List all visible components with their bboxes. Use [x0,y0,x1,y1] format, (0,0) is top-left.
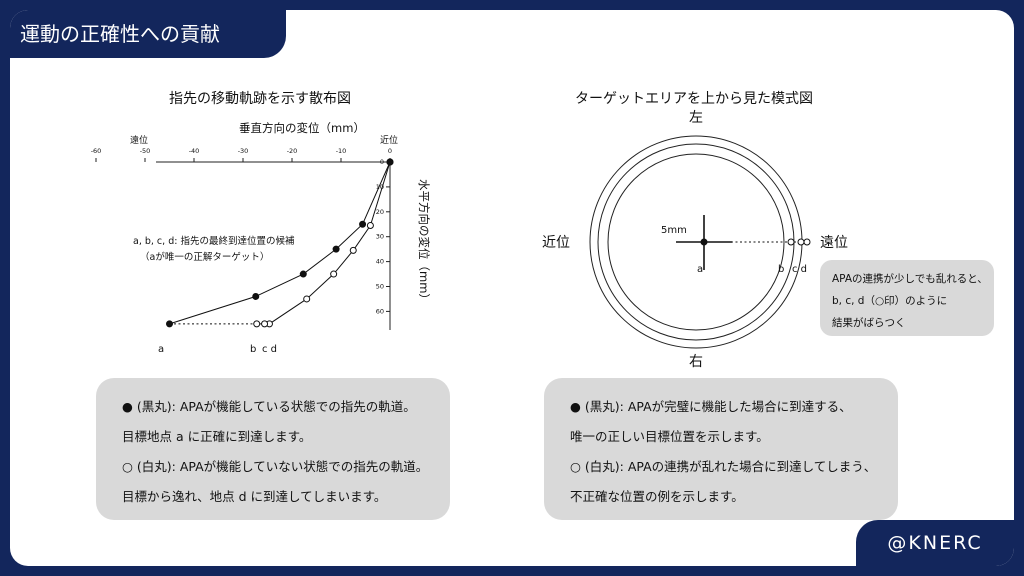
y-tick-label: 10 [376,183,384,191]
note-line: ● (黒丸): APAが機能している状態での指先の軌道。 [122,399,416,414]
direction-distal-label: 遠位 [820,235,848,251]
y-axis-title: 水平方向の変位（mm） [417,179,431,305]
open-point [253,320,261,328]
x-tick-label: -50 [140,147,151,155]
note-line: 目標地点 a に正確に到達します。 [122,429,312,444]
right-notes-box: ● (黒丸): APAが完璧に機能した場合に到達する、 唯一の正しい目標位置を示… [544,378,898,520]
deviation-cd-label: c d [792,264,807,275]
left-notes-box: ● (黒丸): APAが機能している状態での指先の軌道。 目標地点 a に正確に… [96,378,450,520]
y-tick-label: 50 [376,283,384,291]
brand-label: @KNERC [856,520,1014,566]
callout-line: b, c, d（○印）のように [832,295,948,307]
target-diagram-heading: ターゲットエリアを上から見た模式図 [575,91,813,107]
x-tick-label: 0 [388,147,392,155]
direction-left-label: 左 [689,110,703,126]
callout-bubble: APAの連携が少しでも乱れると、 b, c, d（○印）のように 結果がばらつく [820,260,994,336]
point-cd-label: c d [262,344,277,355]
filled-point [252,292,260,300]
deviation-b-label: b [778,264,784,275]
x-end-proximal-label: 近位 [380,134,398,146]
x-tick-label: -30 [238,147,249,155]
legend-line-1: a, b, c, d: 指先の最終到達位置の候補 [133,235,295,247]
note-line: 不正確な位置の例を示します。 [570,489,744,504]
y-tick-label: 30 [376,233,384,241]
note-line: ○ (白丸): APAの連携が乱れた場合に到達してしまう、 [570,459,877,474]
y-tick-label: 0 [380,158,384,166]
scale-label: 5mm [661,225,687,236]
note-line: ● (黒丸): APAが完璧に機能した場合に到達する、 [570,399,852,414]
x-tick-label: -20 [287,147,298,155]
target-a-label: a [697,264,703,275]
deviation-point-d [803,238,811,246]
y-tick-label: 60 [376,307,384,315]
y-tick-label: 40 [376,258,384,266]
note-line: 唯一の正しい目標位置を示します。 [570,429,769,444]
filled-point [166,320,173,328]
direction-proximal-label: 近位 [542,235,570,251]
open-point [303,295,311,303]
scatter-chart: -60 -50 -40 -30 -20 -10 0 0 10 20 30 40 50 60 垂直方向の変… [91,110,848,370]
x-tick-label: -40 [189,147,200,155]
slide: 運動の正確性への貢献 指先の移動軌跡を示す散布図 -60 -50 -40 -30 -20… [10,10,1014,566]
point-b-label: b [250,344,256,355]
deviation-point-b [787,238,795,246]
point-a-label: a [158,344,164,355]
x-tick-label: -60 [91,147,102,155]
target-point-a [700,238,708,246]
filled-point [299,270,307,278]
filled-point [386,158,394,166]
direction-right-label: 右 [689,354,703,370]
deviation-point-c [797,238,805,246]
legend-line-2: （aが唯一の正解ターゲット） [140,251,269,263]
slide-title: 運動の正確性への貢献 [10,10,286,58]
y-tick-label: 20 [376,208,384,216]
open-point [366,221,374,229]
callout-line: APAの連携が少しでも乱れると、 [832,273,988,285]
x-axis-title: 垂直方向の変位（mm） [239,121,365,135]
filled-point [332,245,340,253]
callout-line: 結果がばらつく [832,317,906,329]
x-end-distal-label: 遠位 [130,134,148,146]
note-line: ○ (白丸): APAが機能していない状態での指先の軌道。 [122,459,429,474]
x-tick-label: -10 [336,147,347,155]
target-area-circle [607,153,785,331]
open-point [330,270,338,278]
open-point [261,320,269,328]
scatter-heading: 指先の移動軌跡を示す散布図 [169,91,351,107]
open-point [349,246,357,254]
note-line: 目標から逸れ、地点 d に到達してしまいます。 [122,489,387,504]
filled-point [359,220,367,228]
series-line [169,161,391,325]
